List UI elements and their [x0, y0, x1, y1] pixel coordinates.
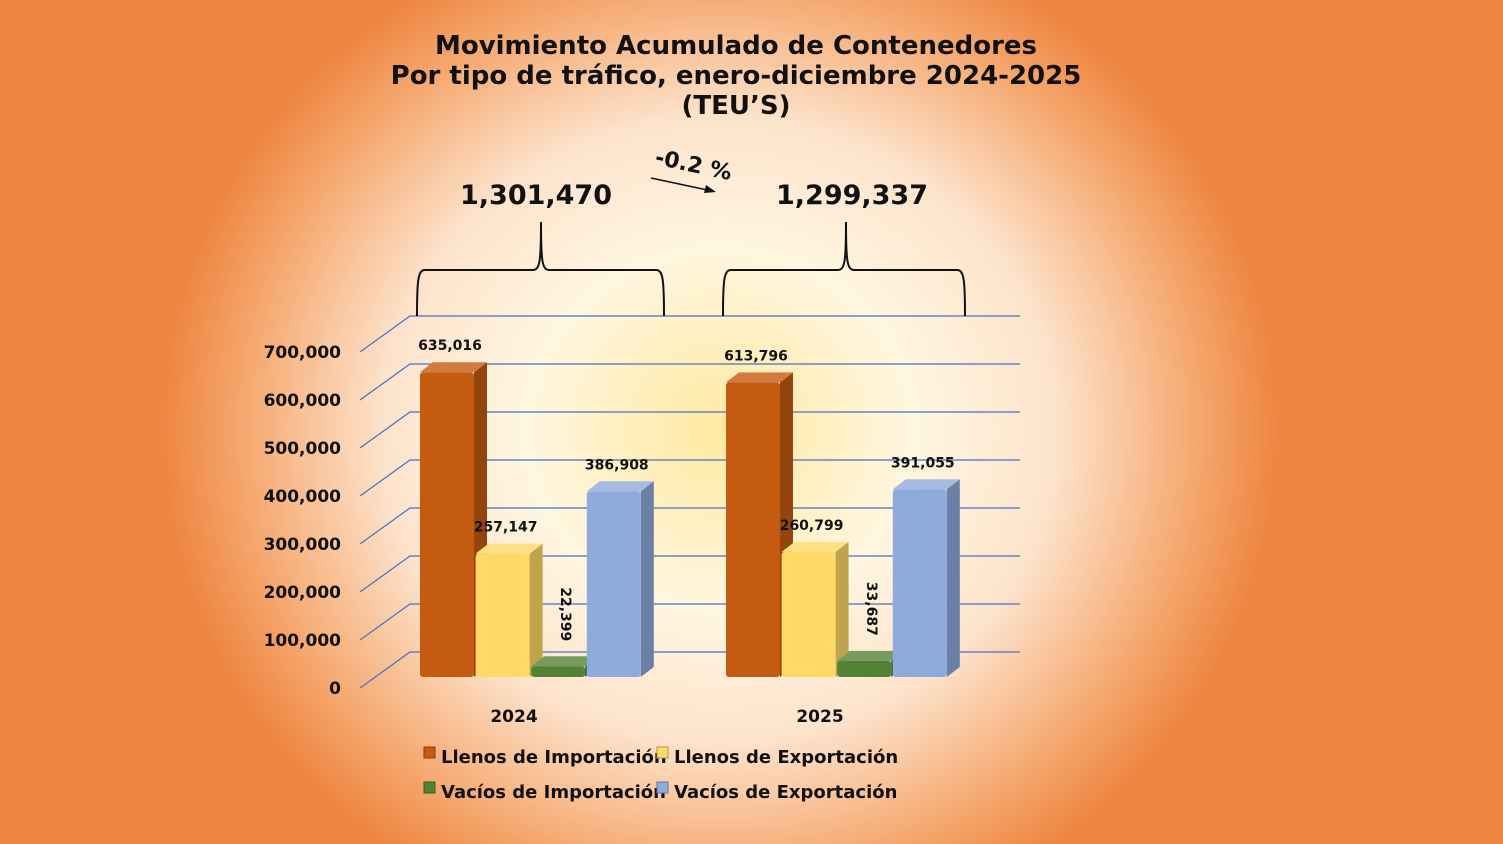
y-tick-label: 700,000: [264, 343, 342, 363]
legend-swatch: [423, 781, 436, 794]
change-arrow: [650, 177, 716, 193]
grid-diagonal: [359, 459, 411, 497]
y-tick-label: 600,000: [264, 391, 342, 411]
gridlines: 0 100,000 200,000 300,000 400,000 500,000 600,…: [264, 315, 1020, 699]
data-label: 22,399: [557, 587, 573, 641]
total-2024: 1,301,470: [460, 180, 612, 211]
bar-side: [640, 481, 654, 677]
legend-label: Vacíos de Importación: [441, 782, 666, 803]
legend-swatch: [656, 781, 669, 794]
grid-diagonal: [359, 555, 411, 593]
data-label: 386,908: [585, 457, 649, 473]
bar-top: [586, 481, 654, 492]
y-tick-label: 400,000: [264, 487, 342, 507]
legend-label: Llenos de Exportación: [674, 747, 898, 768]
legend-label: Vacíos de Exportación: [674, 782, 897, 803]
bar-top: [781, 541, 849, 552]
grid-diagonal: [359, 603, 411, 641]
chart-title-line2: Por tipo de tráfico, enero-diciembre 202…: [391, 61, 1082, 91]
y-tick-label: 200,000: [264, 583, 342, 603]
bar-side: [946, 479, 960, 677]
bar-top: [837, 650, 905, 661]
data-label: 391,055: [891, 455, 955, 471]
bar: [531, 666, 586, 677]
legend-label: Llenos de Importación: [441, 747, 667, 768]
y-tick-label: 500,000: [264, 439, 342, 459]
data-label: 635,016: [418, 338, 482, 354]
bar: [586, 491, 641, 677]
chart-title-line3: (TEU’S): [682, 91, 791, 121]
data-label: 260,799: [780, 518, 844, 534]
grid-diagonal: [359, 411, 411, 449]
bar-top: [726, 372, 793, 383]
bar: [726, 382, 780, 677]
legend: Llenos de Importación Llenos de Exportaci…: [423, 746, 898, 803]
y-tick-label: 0: [329, 679, 341, 699]
brace-2024: [416, 221, 665, 317]
data-label: 613,796: [724, 348, 788, 364]
grid-diagonal: [359, 651, 411, 689]
grid-diagonal: [359, 507, 411, 545]
x-tick-label: 2025: [796, 707, 843, 727]
bar-top: [420, 362, 487, 373]
total-2025: 1,299,337: [776, 180, 928, 211]
bar: [781, 551, 836, 677]
chart-title-line1: Movimiento Acumulado de Contenedores: [435, 31, 1037, 61]
grid-diagonal: [359, 363, 411, 401]
grid-diagonal: [359, 315, 411, 353]
legend-swatch: [656, 746, 669, 759]
bar-top: [531, 656, 599, 667]
change-label: -0.2 %: [653, 145, 734, 186]
data-label: 257,147: [474, 520, 538, 536]
bar-top: [475, 543, 543, 554]
y-tick-label: 300,000: [264, 535, 342, 555]
bar-top: [892, 479, 960, 490]
bar: [892, 489, 947, 677]
bar: [475, 553, 530, 677]
y-tick-label: 100,000: [264, 631, 342, 651]
brace-2025: [722, 221, 966, 317]
data-label: 33,687: [863, 582, 879, 636]
legend-swatch: [423, 746, 436, 759]
bar-side: [529, 543, 543, 677]
x-tick-label: 2024: [490, 707, 537, 727]
bar: [837, 660, 892, 677]
bar: [420, 372, 474, 677]
bar-side: [835, 541, 849, 677]
